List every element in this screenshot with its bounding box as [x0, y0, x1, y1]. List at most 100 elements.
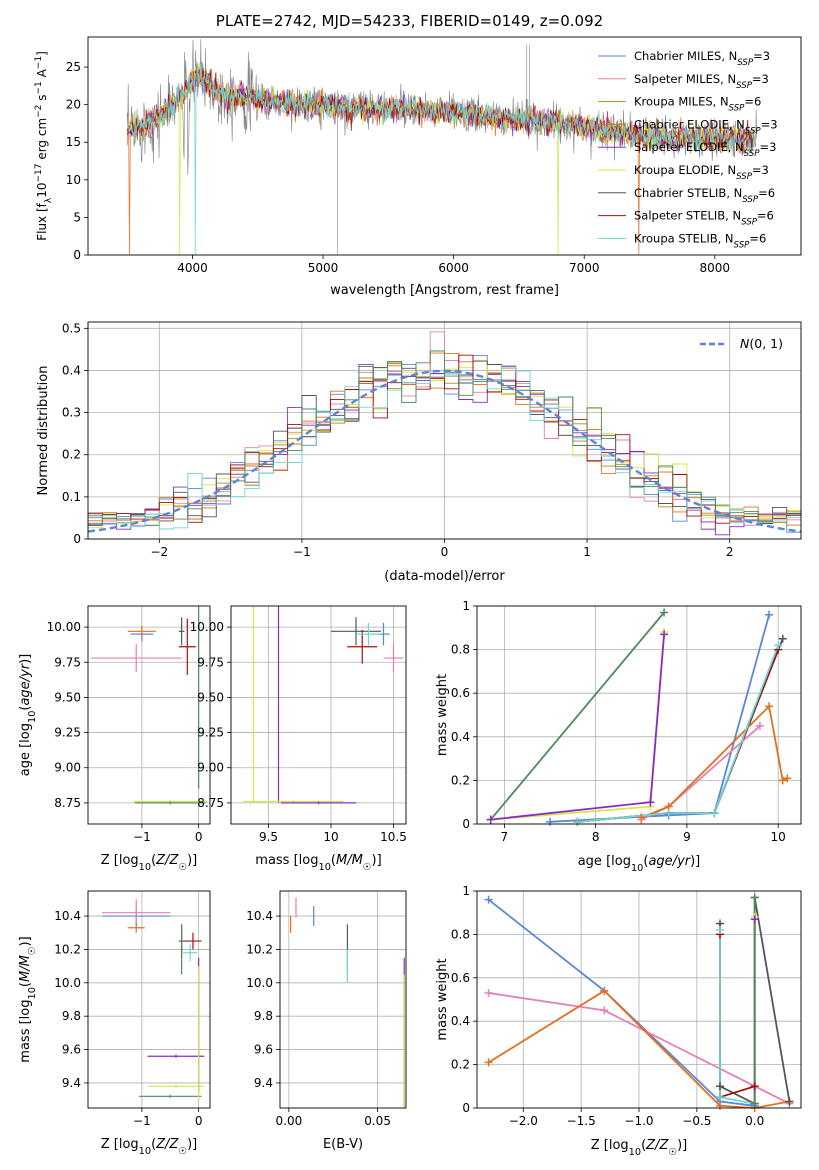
y-tick-label: 0.4 [451, 730, 470, 744]
x-axis-label: E(B-V) [323, 1137, 363, 1152]
y-tick-label: 0 [462, 817, 470, 831]
legend-label: Chabrier MILES, NSSP=3 [634, 49, 770, 68]
x-tick-label: −1.5 [567, 1114, 596, 1128]
x-tick-label: 5000 [308, 261, 339, 275]
series-marker [750, 1082, 759, 1091]
y-tick-label: 0.5 [62, 321, 81, 335]
y-tick-label: 9.50 [197, 690, 224, 704]
x-tick-label: 0 [195, 830, 203, 844]
series-marker [783, 774, 792, 783]
histogram-extra [88, 350, 801, 524]
x-axis-label: Z [log10(Z/Z☉)] [591, 1138, 688, 1158]
y-tick-label: 9.4 [62, 1076, 81, 1090]
x-tick-label: −1 [133, 1114, 151, 1128]
series-line [640, 704, 788, 819]
y-tick-label: 0.8 [451, 927, 470, 941]
y-tick-label: 9.50 [54, 690, 81, 704]
y-tick-label: 9.75 [197, 655, 224, 669]
x-tick-label: 0.05 [364, 1114, 391, 1128]
plot-area [290, 897, 405, 1108]
series-marker [486, 815, 495, 824]
x-tick-label: 9.5 [259, 830, 278, 844]
series-line [490, 632, 665, 821]
series-line [719, 934, 755, 1099]
y-tick-label: 10.2 [246, 942, 273, 956]
series-marker [600, 1006, 609, 1015]
y-tick-label: 0.6 [451, 686, 470, 700]
x-axis-label: (data-model)/error [384, 569, 505, 584]
y-tick-label: 20 [66, 98, 81, 112]
y-tick-label: 9.75 [54, 655, 81, 669]
x-axis-label: mass [log10(M/M☉)] [255, 853, 381, 873]
x-tick-label: 9 [683, 830, 691, 844]
series-marker [785, 1097, 794, 1106]
x-tick-label: 0.00 [276, 1114, 303, 1128]
y-axis-label: Normed distribution [36, 366, 51, 496]
legend-label: N(0, 1) [740, 336, 783, 351]
plot-area [490, 611, 788, 823]
x-tick-label: 0.0 [745, 1114, 764, 1128]
series-marker [750, 915, 759, 924]
series-marker [484, 895, 493, 904]
y-tick-label: 0.8 [451, 643, 470, 657]
x-tick-label: 0 [441, 545, 449, 559]
series-marker [637, 813, 646, 822]
y-tick-label: 9.8 [62, 1009, 81, 1023]
y-tick-label: 9.25 [197, 726, 224, 740]
x-tick-label: −2 [150, 545, 168, 559]
y-axis-label: age [log10(age/yr)] [18, 654, 38, 777]
y-tick-label: 0.6 [451, 971, 470, 985]
x-tick-label: 7000 [569, 261, 600, 275]
model-line-kroupa-stelib [126, 63, 755, 255]
y-tick-label: 10.0 [54, 976, 81, 990]
histogram-salpeter-stelib [88, 354, 801, 524]
axes-frame [87, 36, 802, 256]
x-tick-label: −1.0 [624, 1114, 653, 1128]
y-tick-label: 0.2 [451, 773, 470, 787]
y-tick-label: 8.75 [54, 796, 81, 810]
plot-area [243, 606, 404, 805]
x-tick-label: 10 [323, 830, 338, 844]
panel-spectrum: 4000 5000 6000 7000 8000 0 5 10 15 20 25 wavelength… [34, 36, 802, 298]
series-line [490, 611, 665, 821]
series-marker [750, 893, 759, 902]
axes-frame [87, 890, 211, 1109]
panel-mass_vs_EBV: 0.00 0.05 9.4 9.6 9.8 10.0 10.2 10.4 E(B-V) [246, 890, 407, 1152]
panel-residuals: −2 −1 0 1 2 0 0.1 0.2 0.3 0.4 0.5 (data-model)/erro… [36, 321, 802, 584]
x-tick-label: −0.5 [682, 1114, 711, 1128]
series-marker [573, 817, 582, 826]
y-tick-label: 10.00 [47, 620, 81, 634]
y-tick-label: 9.00 [197, 761, 224, 775]
x-axis-label: age [log10(age/yr)] [578, 854, 701, 874]
series-marker [778, 634, 787, 643]
series-marker [750, 1099, 759, 1108]
y-tick-label: 0.2 [451, 1058, 470, 1072]
y-tick-label: 9.8 [254, 1009, 273, 1023]
y-tick-label: 10.4 [246, 909, 273, 923]
panel-weight_vs_age: 7 8 9 10 0 0.2 0.4 0.6 0.8 1 age [log10(age/yr)] ma… [435, 599, 802, 874]
y-axis-label: mass [log10(M/M☉)] [18, 936, 38, 1062]
y-tick-label: 9.6 [254, 1043, 273, 1057]
x-tick-label: −1 [293, 545, 311, 559]
series-marker [716, 1093, 724, 1102]
y-axis-label: mass weight [435, 674, 450, 756]
series-line [488, 898, 755, 1107]
legend-label: Kroupa ELODIE, NSSP=3 [634, 163, 769, 182]
series-line [549, 614, 770, 823]
x-tick-label: −1 [133, 830, 151, 844]
plot-area [88, 331, 801, 536]
axes-frame [87, 605, 211, 825]
axes-frame [230, 605, 407, 825]
y-tick-label: 0.2 [62, 448, 81, 462]
legend-label: Salpeter STELIB, NSSP=6 [634, 209, 774, 228]
series-marker [774, 641, 783, 650]
y-tick-label: 9.4 [254, 1076, 273, 1090]
normal-curve [88, 369, 801, 533]
y-tick-label: 10.2 [54, 942, 81, 956]
x-tick-label: 4000 [177, 261, 208, 275]
x-tick-label: 7 [501, 830, 509, 844]
series-marker [716, 1101, 724, 1110]
legend-label: Chabrier STELIB, NSSP=6 [634, 186, 775, 205]
x-tick-label: −2.0 [509, 1114, 538, 1128]
